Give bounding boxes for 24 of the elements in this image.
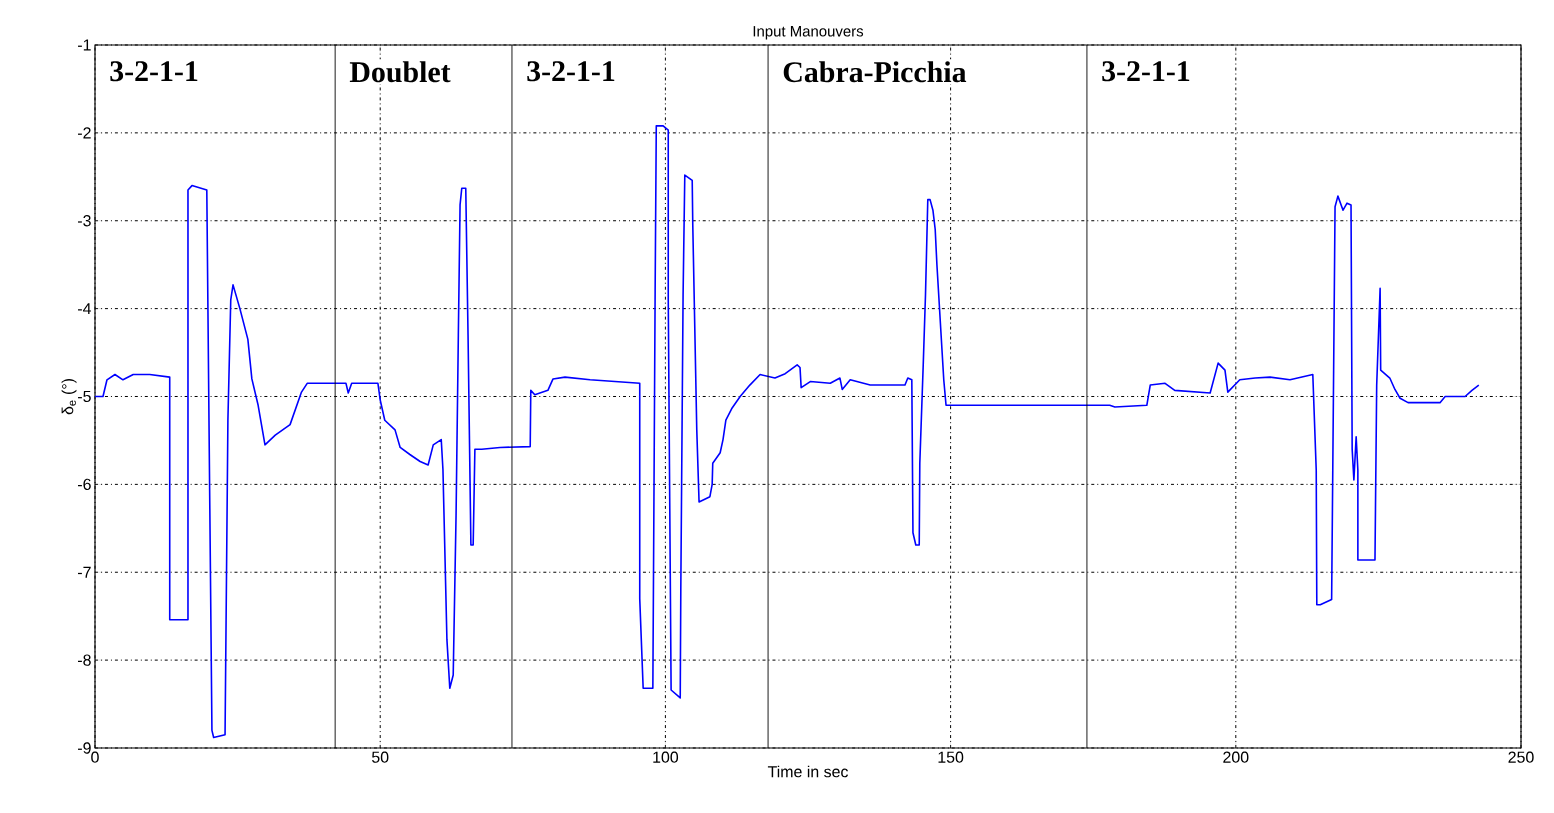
y-axis-title: δ$_{e}$ (°) [61,378,77,415]
x-axis-title: Time in sec [767,765,849,778]
y-tick-label: -1 [78,39,91,51]
x-tick-label: 100 [653,751,679,763]
chart-title: Input Manouvers [753,26,864,40]
y-tick-label: -2 [78,127,91,139]
line-series [95,125,1480,739]
y-tick-label: -3 [78,215,91,227]
annotation: Cabra-Picchia [783,61,967,83]
annotation: Doublet [349,61,451,83]
y-tick-label: -5 [78,390,91,403]
x-tick-label: 250 [1508,751,1534,763]
y-tick-label: -8 [78,654,91,666]
y-tick-label: -6 [78,478,91,491]
annotation: 3-2-1-1 [1102,61,1190,82]
x-tick-label: 50 [371,751,389,763]
x-tick-label: 0 [91,751,99,763]
y-tick-label: -9 [78,742,91,754]
annotation: 3-2-1-1 [527,61,615,82]
x-tick-label: 150 [938,751,964,763]
x-tick-label: 200 [1223,751,1249,763]
y-tick-label: -4 [78,303,92,315]
y-tick-label: -7 [78,566,91,578]
annotation: 3-2-1-1 [110,61,198,82]
